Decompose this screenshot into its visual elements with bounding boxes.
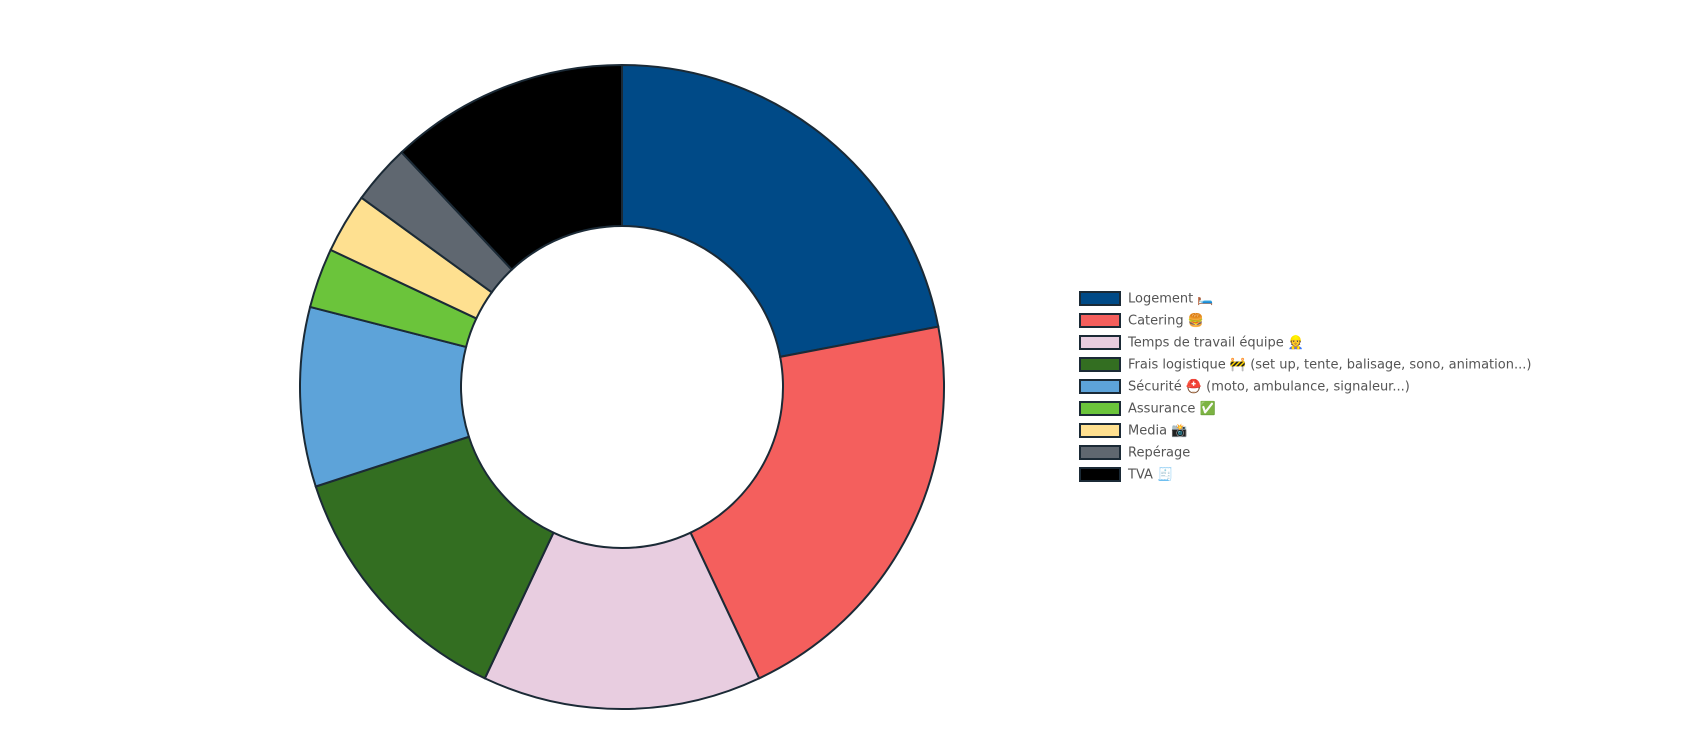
legend-swatch[interactable] [1079, 423, 1121, 438]
legend-swatch[interactable] [1079, 313, 1121, 328]
legend-swatch[interactable] [1079, 335, 1121, 350]
legend-swatch[interactable] [1079, 445, 1121, 460]
legend-label[interactable]: Media 📸 [1128, 424, 1187, 439]
slice [621, 63, 940, 359]
slice [400, 63, 623, 272]
slice [483, 531, 761, 710]
legend-label[interactable]: Frais logistique 🚧 (set up, tente, balis… [1128, 358, 1531, 373]
legend-swatch[interactable] [1079, 379, 1121, 394]
legend-label[interactable]: Catering 🍔 [1128, 313, 1204, 329]
legend-label[interactable]: Logement 🛏️ [1128, 292, 1214, 307]
legend-swatch[interactable] [1079, 467, 1121, 482]
legend-swatch[interactable] [1079, 357, 1121, 372]
legend-label[interactable]: Assurance ✅ [1128, 401, 1216, 417]
legend-swatch[interactable] [1079, 291, 1121, 306]
legend-swatch[interactable] [1079, 401, 1121, 416]
legend-label[interactable]: Repérage [1128, 446, 1190, 461]
slice [689, 325, 945, 680]
legend-label[interactable]: TVA 🧾 [1127, 467, 1173, 483]
slice [314, 435, 555, 680]
legend-label[interactable]: Temps de travail équipe 👷 [1127, 335, 1304, 351]
legend-label[interactable]: Sécurité ⛑️ (moto, ambulance, signaleur.… [1128, 379, 1410, 395]
